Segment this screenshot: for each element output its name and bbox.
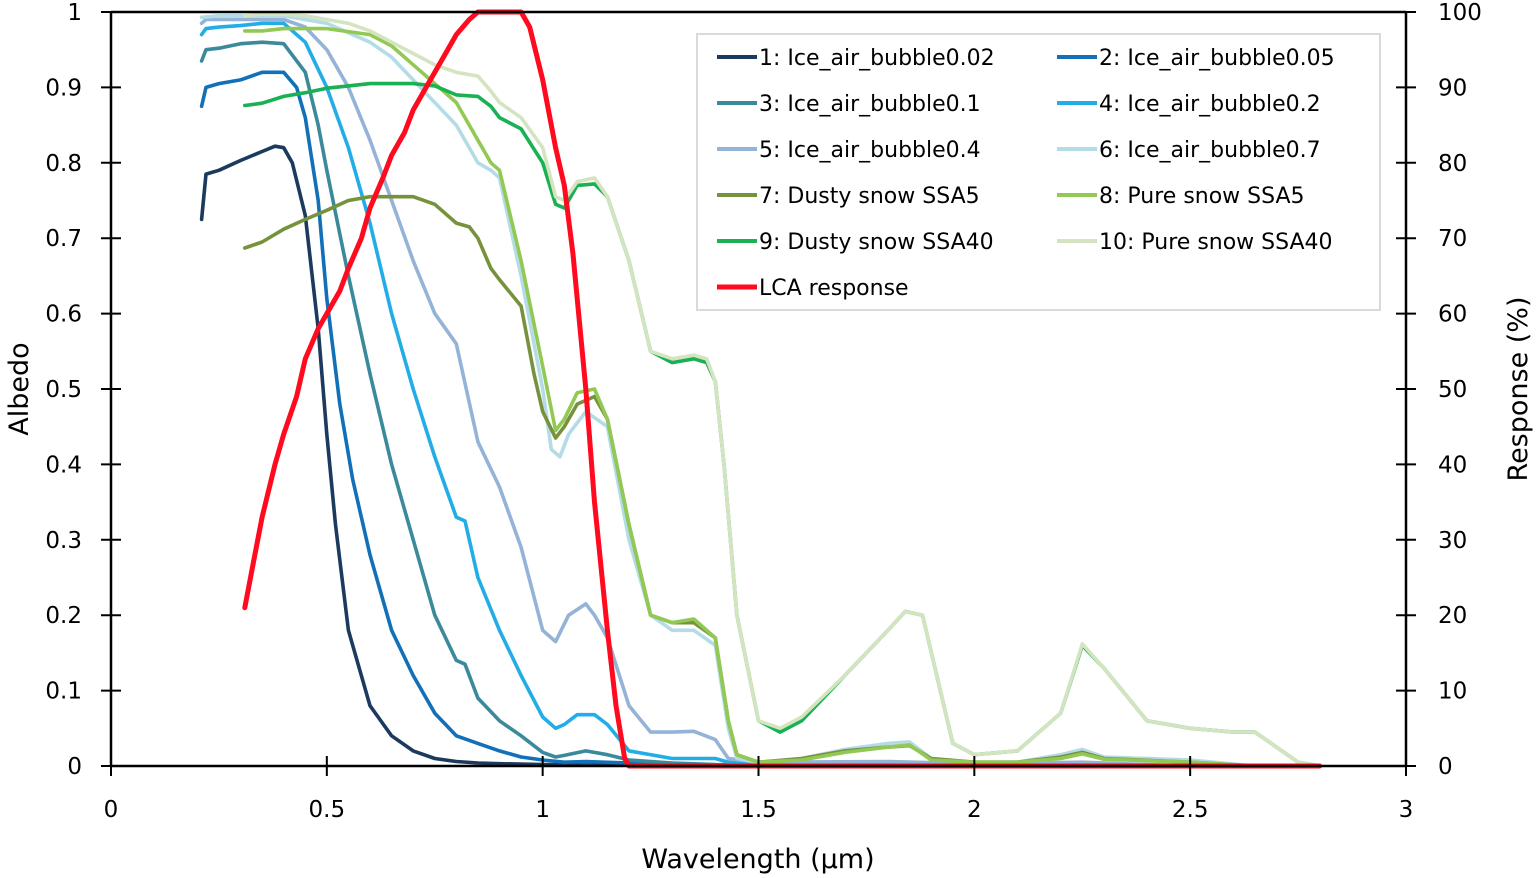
x-tick-label: 0.5	[309, 797, 346, 823]
y-tick-label: 0	[67, 754, 82, 780]
legend-label: 2: Ice_air_bubble0.05	[1099, 46, 1335, 71]
y-tick-label: 1	[67, 0, 82, 26]
x-axis-title: Wavelength (µm)	[641, 844, 874, 875]
y-tick-label: 0.7	[45, 226, 82, 252]
y2-tick-label: 10	[1438, 679, 1467, 705]
x-tick-label: 1.5	[740, 797, 777, 823]
series-line-4-ice-air-bubble0-2	[199, 21, 1192, 768]
y-tick-label: 0.6	[45, 302, 82, 328]
y-tick-label: 0.2	[45, 603, 82, 629]
y2-tick-label: 30	[1438, 528, 1467, 554]
y-tick-label: 0.4	[45, 452, 82, 478]
legend-label: 6: Ice_air_bubble0.7	[1099, 138, 1321, 163]
x-tick-label: 0	[104, 797, 119, 823]
legend-label: 9: Dusty snow SSA40	[759, 230, 994, 255]
legend-item-10-pure-snow-ssa40: 10: Pure snow SSA40	[1057, 230, 1333, 255]
legend-item-8-pure-snow-ssa5: 8: Pure snow SSA5	[1057, 184, 1305, 209]
y-tick-label: 0.5	[45, 377, 82, 403]
legend-label: 1: Ice_air_bubble0.02	[759, 46, 995, 71]
legend-box	[696, 33, 1381, 311]
legend-item-lca-response: LCA response	[717, 276, 909, 301]
legend-label: 3: Ice_air_bubble0.1	[759, 92, 981, 117]
y2-tick-label: 90	[1438, 75, 1467, 101]
x-tick-label: 3	[1399, 797, 1414, 823]
legend-item-3-ice-air-bubble0-1: 3: Ice_air_bubble0.1	[717, 92, 981, 117]
plot-area: 0 0.5 1 1.5 2 2.5 3 00.10.20.30.40.50.60.70.80…	[45, 0, 1481, 823]
y2-tick-label: 0	[1438, 754, 1453, 780]
x-axis-ticks: 0 0.5 1 1.5 2 2.5 3	[104, 756, 1414, 823]
legend-label: 4: Ice_air_bubble0.2	[1099, 92, 1321, 117]
legend-label: 8: Pure snow SSA5	[1099, 184, 1305, 209]
y-axis-ticks: 0 0.1 0.2 0.3 0.4 0.5 0.6 0.7 0.8 0.9 1	[45, 0, 121, 780]
legend-label: LCA response	[759, 276, 909, 301]
y-tick-label: 0.8	[45, 151, 82, 177]
y2-tick-label: 100	[1438, 0, 1482, 26]
y2-axis-ticks: 0 10 20 30 40 50 60 70 80 90 100	[1396, 0, 1482, 780]
y-tick-label: 0.1	[45, 679, 82, 705]
y2-axis-title: Response (%)	[1503, 297, 1534, 482]
legend-label: 5: Ice_air_bubble0.4	[759, 138, 981, 163]
x-tick-label: 2	[967, 797, 982, 823]
y2-tick-label: 50	[1438, 377, 1467, 403]
legend-item-9-dusty-snow-ssa40: 9: Dusty snow SSA40	[717, 230, 994, 255]
series-line-8-pure-snow-ssa5	[243, 26, 1257, 768]
y2-tick-label: 60	[1438, 302, 1467, 328]
legend-item-2-ice-air-bubble0-05: 2: Ice_air_bubble0.05	[1057, 46, 1335, 71]
y2-tick-label: 20	[1438, 603, 1467, 629]
series-lines	[199, 9, 1323, 769]
series-line-5-ice-air-bubble0-4	[199, 17, 1192, 768]
legend: 1: Ice_air_bubble0.02 2: Ice_air_bubble0.…	[696, 33, 1381, 311]
legend-item-1-ice-air-bubble0-02: 1: Ice_air_bubble0.02	[717, 46, 995, 71]
legend-item-5-ice-air-bubble0-4: 5: Ice_air_bubble0.4	[717, 138, 981, 163]
x-tick-label: 1	[535, 797, 550, 823]
series-line-lca-response	[242, 9, 1323, 769]
series-line-10-pure-snow-ssa40	[243, 12, 1322, 768]
legend-item-4-ice-air-bubble0-2: 4: Ice_air_bubble0.2	[1057, 92, 1321, 117]
y2-tick-label: 70	[1438, 226, 1467, 252]
series-line-2-ice-air-bubble0-05	[199, 70, 1192, 768]
legend-label: 10: Pure snow SSA40	[1099, 230, 1333, 255]
legend-item-7-dusty-snow-ssa5: 7: Dusty snow SSA5	[717, 184, 980, 209]
legend-item-6-ice-air-bubble0-7: 6: Ice_air_bubble0.7	[1057, 138, 1321, 163]
y2-tick-label: 80	[1438, 151, 1467, 177]
y-tick-label: 0.3	[45, 528, 82, 554]
y-axis-title: Albedo	[4, 342, 35, 435]
legend-label: 7: Dusty snow SSA5	[759, 184, 980, 209]
y2-tick-label: 40	[1438, 452, 1467, 478]
x-tick-label: 2.5	[1172, 797, 1209, 823]
y-tick-label: 0.9	[45, 75, 82, 101]
series-line-3-ice-air-bubble0-1	[199, 40, 1192, 768]
